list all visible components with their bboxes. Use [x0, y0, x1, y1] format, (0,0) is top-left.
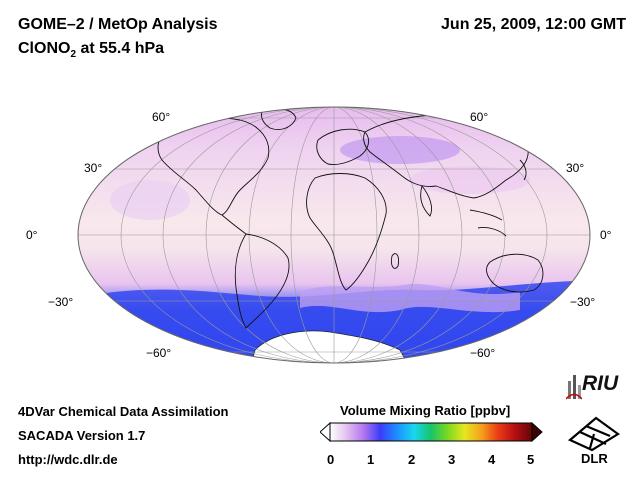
north-high-blob: [340, 136, 460, 164]
riu-logo-icon: [566, 375, 582, 400]
lat-label-left-0: 0°: [26, 228, 38, 242]
colorbar-tick: 0: [327, 452, 335, 467]
lat-label-right-0: 0°: [600, 228, 612, 242]
footer-url[interactable]: http://wdc.dlr.de: [18, 452, 118, 467]
species-name: ClONO: [18, 40, 71, 57]
dlr-logo-icon: [567, 416, 620, 452]
title-line2: ClONO2 at 55.4 hPa: [18, 40, 164, 60]
footer-version: SACADA Version 1.7: [18, 428, 146, 443]
colorbar-tick: 3: [448, 452, 456, 467]
riu-logo-text: RIU: [582, 372, 619, 395]
colorbar-tick: 1: [367, 452, 375, 467]
colorbar-scale: [329, 422, 533, 442]
lat-label-left-minus30: −30°: [48, 295, 74, 309]
southern-band-light: [300, 283, 520, 313]
species-subscript: 2: [70, 49, 77, 61]
title-line1: GOME–2 / MetOp Analysis: [18, 16, 218, 33]
lat-label-right-30: 30°: [566, 161, 585, 175]
colorbar-right-arrow: [531, 421, 543, 443]
colorbar: [320, 421, 543, 443]
mid-lat-blob: [110, 180, 190, 220]
colorbar-tick: 2: [408, 452, 416, 467]
colorbar-title: Volume Mixing Ratio [ppbv]: [340, 403, 511, 418]
pressure-level: at 55.4 hPa: [76, 40, 165, 57]
colorbar-left-arrow: [320, 421, 331, 443]
lat-label-left-60: 60°: [152, 110, 171, 124]
lat-label-left-30: 30°: [84, 161, 103, 175]
colorbar-tick: 4: [488, 452, 496, 467]
lat-label-right-minus30: −30°: [570, 295, 596, 309]
colorbar-tick: 5: [527, 452, 535, 467]
lat-label-left-minus60: −60°: [146, 346, 172, 360]
mid-lat-blob: [410, 166, 530, 194]
footer-system: 4DVar Chemical Data Assimilation: [18, 404, 229, 419]
map-frame: [77, 106, 591, 364]
dlr-logo-text: DLR: [581, 451, 608, 466]
analysis-datetime: Jun 25, 2009, 12:00 GMT: [441, 16, 626, 33]
lat-label-right-60: 60°: [470, 110, 489, 124]
lat-label-right-minus60: −60°: [470, 346, 496, 360]
